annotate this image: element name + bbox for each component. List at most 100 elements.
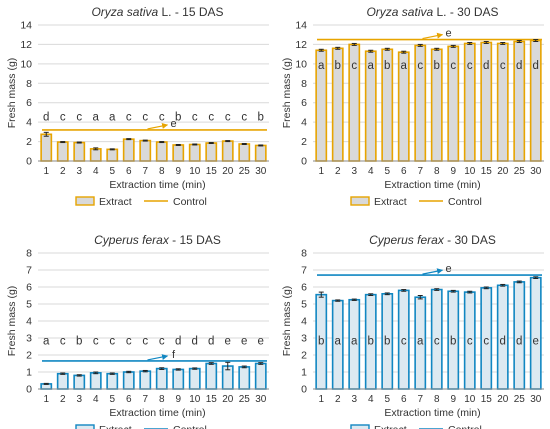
y-tick-label: 2 [26, 350, 32, 362]
significance-letter: c [434, 336, 440, 348]
bar [40, 133, 53, 162]
legend: Extract Control [75, 424, 207, 429]
bar [89, 148, 102, 162]
y-tick-label: 8 [26, 78, 32, 90]
error-bar [109, 372, 115, 375]
legend: Extract Control [350, 196, 482, 208]
bar [172, 144, 185, 162]
significance-letter: c [500, 60, 506, 72]
significance-letter: e [258, 336, 264, 348]
bar [73, 141, 86, 162]
error-bar [93, 371, 99, 375]
x-tick-label: 1 [43, 166, 49, 177]
bar [188, 143, 201, 162]
y-axis-label: Fresh mass (g) [6, 286, 18, 357]
control-arrow [422, 32, 444, 40]
bar [254, 144, 267, 162]
y-tick-label: 12 [20, 39, 32, 51]
error-bar [483, 286, 489, 290]
significance-letter: e [241, 336, 247, 348]
y-tick-label: 8 [301, 78, 307, 90]
chart-title-suffix: - 30 DAS [444, 233, 496, 247]
significance-letter: c [60, 111, 66, 123]
error-bar [483, 41, 489, 44]
x-tick-label: 4 [93, 166, 99, 177]
y-tick-label: 5 [26, 299, 32, 311]
bar [122, 138, 135, 162]
significance-letter: d [208, 336, 214, 348]
y-tick-label: 10 [20, 58, 32, 70]
error-bar [241, 143, 247, 145]
bar [155, 367, 168, 390]
y-tick-label: 7 [301, 265, 307, 277]
error-bar [351, 42, 357, 46]
error-bar [533, 39, 539, 43]
control-arrow [422, 268, 444, 275]
significance-letter: a [318, 60, 325, 72]
bar [73, 374, 86, 390]
control-letter: f [172, 349, 176, 361]
y-tick-label: 12 [295, 39, 307, 51]
y-tick-label: 14 [20, 20, 32, 32]
error-bar [417, 295, 423, 300]
x-tick-label: 4 [368, 394, 374, 405]
error-bar [60, 141, 66, 144]
significance-letter: b [175, 111, 181, 123]
bar [106, 372, 119, 390]
error-bar [434, 288, 440, 291]
error-bar [450, 44, 456, 48]
significance-letter: b [384, 60, 390, 72]
y-tick-label: 6 [26, 97, 32, 109]
x-axis-label: Extraction time (min) [109, 179, 205, 191]
x-tick-label: 30 [255, 394, 267, 405]
significance-letter: d [175, 336, 181, 348]
x-tick-label: 8 [434, 394, 440, 405]
y-tick-label: 8 [26, 248, 32, 260]
bar [56, 141, 69, 162]
chart-title: Cyperus ferax - 15 DAS [94, 233, 221, 247]
chart-title-species: Oryza sativa [366, 5, 433, 19]
significance-letter: c [76, 111, 82, 123]
significance-letter: c [126, 111, 132, 123]
x-tick-label: 3 [76, 166, 82, 177]
x-tick-label: 1 [318, 166, 324, 177]
x-tick-label: 8 [159, 394, 165, 405]
x-tick-label: 5 [109, 394, 115, 405]
y-tick-label: 3 [26, 333, 32, 345]
legend-swatch-extract [350, 196, 370, 206]
y-tick-label: 6 [301, 97, 307, 109]
bar [172, 368, 185, 390]
error-bar [192, 367, 198, 370]
error-bar [126, 138, 132, 141]
x-tick-label: 6 [401, 394, 407, 405]
significance-letter: c [450, 60, 456, 72]
error-bar [335, 46, 341, 50]
x-tick-label: 3 [76, 394, 82, 405]
chart-title-species: Oryza sativa [91, 5, 158, 19]
error-bar [467, 41, 473, 45]
y-tick-label: 14 [295, 20, 307, 32]
error-bar [175, 368, 181, 371]
error-bar [368, 293, 374, 296]
significance-letter: c [351, 60, 357, 72]
chart-title-suffix: - 15 DAS [169, 233, 221, 247]
y-tick-label: 4 [301, 316, 307, 328]
significance-letter: c [159, 111, 165, 123]
significance-letter: e [533, 336, 539, 348]
error-bar [533, 276, 539, 279]
x-tick-label: 25 [239, 394, 251, 405]
error-bar [142, 369, 148, 373]
bar [122, 371, 135, 390]
x-tick-label: 8 [434, 166, 440, 177]
x-tick-label: 20 [222, 394, 234, 405]
significance-letter: c [467, 336, 473, 348]
bar [221, 140, 234, 162]
significance-letter: d [516, 336, 522, 348]
error-bar [258, 144, 264, 147]
error-bar [43, 131, 49, 137]
control-letter: e [445, 263, 451, 275]
chart-title-suffix: L. - 15 DAS [158, 5, 223, 19]
